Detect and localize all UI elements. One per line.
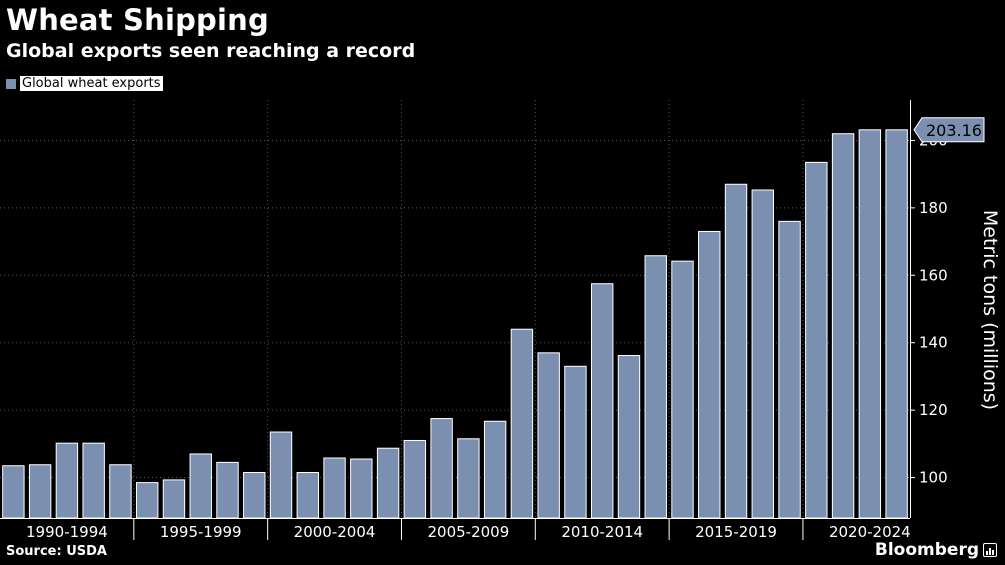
bar [216,461,239,519]
bar [296,471,319,519]
y-tick-label: 160 [919,266,948,284]
bar [724,183,748,519]
x-axis: 1990-1994 1995-1999 2000-2004 2005-2009 2010… [0,518,911,541]
bar [82,442,105,519]
grid [0,100,910,518]
bar [885,129,908,519]
y-tick-label: 180 [919,199,948,217]
source-note: Source: USDA [6,544,107,559]
legend-swatch [6,78,16,89]
bar [403,439,427,519]
bar [109,464,132,519]
bar [430,418,453,519]
chart-title: Wheat Shipping [6,3,269,37]
bar [323,457,346,519]
bar [805,161,828,519]
value-callout-label: 203.16 [926,121,982,140]
bar [243,471,266,519]
bar [350,458,373,519]
bar [644,255,667,519]
brand-logo: Bloomberg [875,540,997,560]
chart-subtitle: Global exports seen reaching a record [6,40,416,62]
y-tick-label: 100 [919,469,948,487]
bar [858,129,882,519]
bar [671,260,694,519]
bar [136,482,159,519]
y-tick-label: 120 [919,401,948,419]
x-tick-label: 2005-2009 [427,523,509,541]
x-tick-label: 2000-2004 [294,523,376,541]
bar [28,464,52,519]
x-tick-label: 2015-2019 [695,523,777,541]
bar [617,355,641,519]
brand-name: Bloomberg [874,540,979,560]
bar [2,465,25,519]
bar [189,453,212,519]
x-tick-label: 2020-2024 [829,523,911,541]
x-tick-label: 1990-1994 [26,523,108,541]
y-axis-label: Metric tons (millions) [979,210,1001,410]
legend-label: Global wheat exports [20,76,163,91]
value-callout [913,117,985,143]
bar [751,189,775,519]
y-axis: 100120140160180200Metric tons (millions)… [910,100,1001,518]
x-tick-label: 1995-1999 [160,523,242,541]
bar [162,479,186,519]
bar [55,442,79,519]
bar [483,420,507,519]
legend: Global wheat exports [6,76,163,91]
bloomberg-chart-icon [983,543,997,557]
bars [2,129,908,519]
bar [269,431,293,519]
bar [564,365,587,519]
bar [778,220,801,519]
bar [698,230,721,519]
bar [591,283,614,519]
bar [510,328,534,519]
x-tick-label: 2010-2014 [561,523,643,541]
bar [537,352,560,519]
y-tick-label: 140 [919,334,948,352]
bar [831,133,855,519]
bar [457,438,480,519]
bar [376,447,400,519]
